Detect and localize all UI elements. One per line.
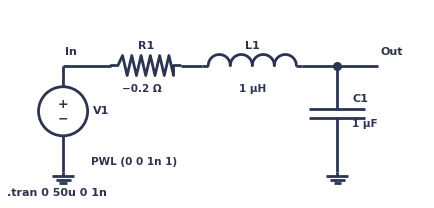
Text: R1: R1 bbox=[137, 41, 154, 51]
Text: −: − bbox=[58, 113, 68, 126]
Text: +: + bbox=[58, 98, 68, 111]
Text: V1: V1 bbox=[92, 106, 109, 116]
Text: In: In bbox=[65, 47, 77, 57]
Text: Out: Out bbox=[380, 47, 402, 57]
Text: C1: C1 bbox=[352, 94, 367, 104]
Text: −0.2 Ω: −0.2 Ω bbox=[121, 84, 161, 94]
Text: 1 μH: 1 μH bbox=[238, 84, 265, 94]
Text: 1 μF: 1 μF bbox=[352, 119, 377, 129]
Text: .tran 0 50u 0 1n: .tran 0 50u 0 1n bbox=[7, 188, 106, 198]
Text: L1: L1 bbox=[244, 41, 259, 51]
Text: PWL (0 0 1n 1): PWL (0 0 1n 1) bbox=[91, 157, 177, 167]
